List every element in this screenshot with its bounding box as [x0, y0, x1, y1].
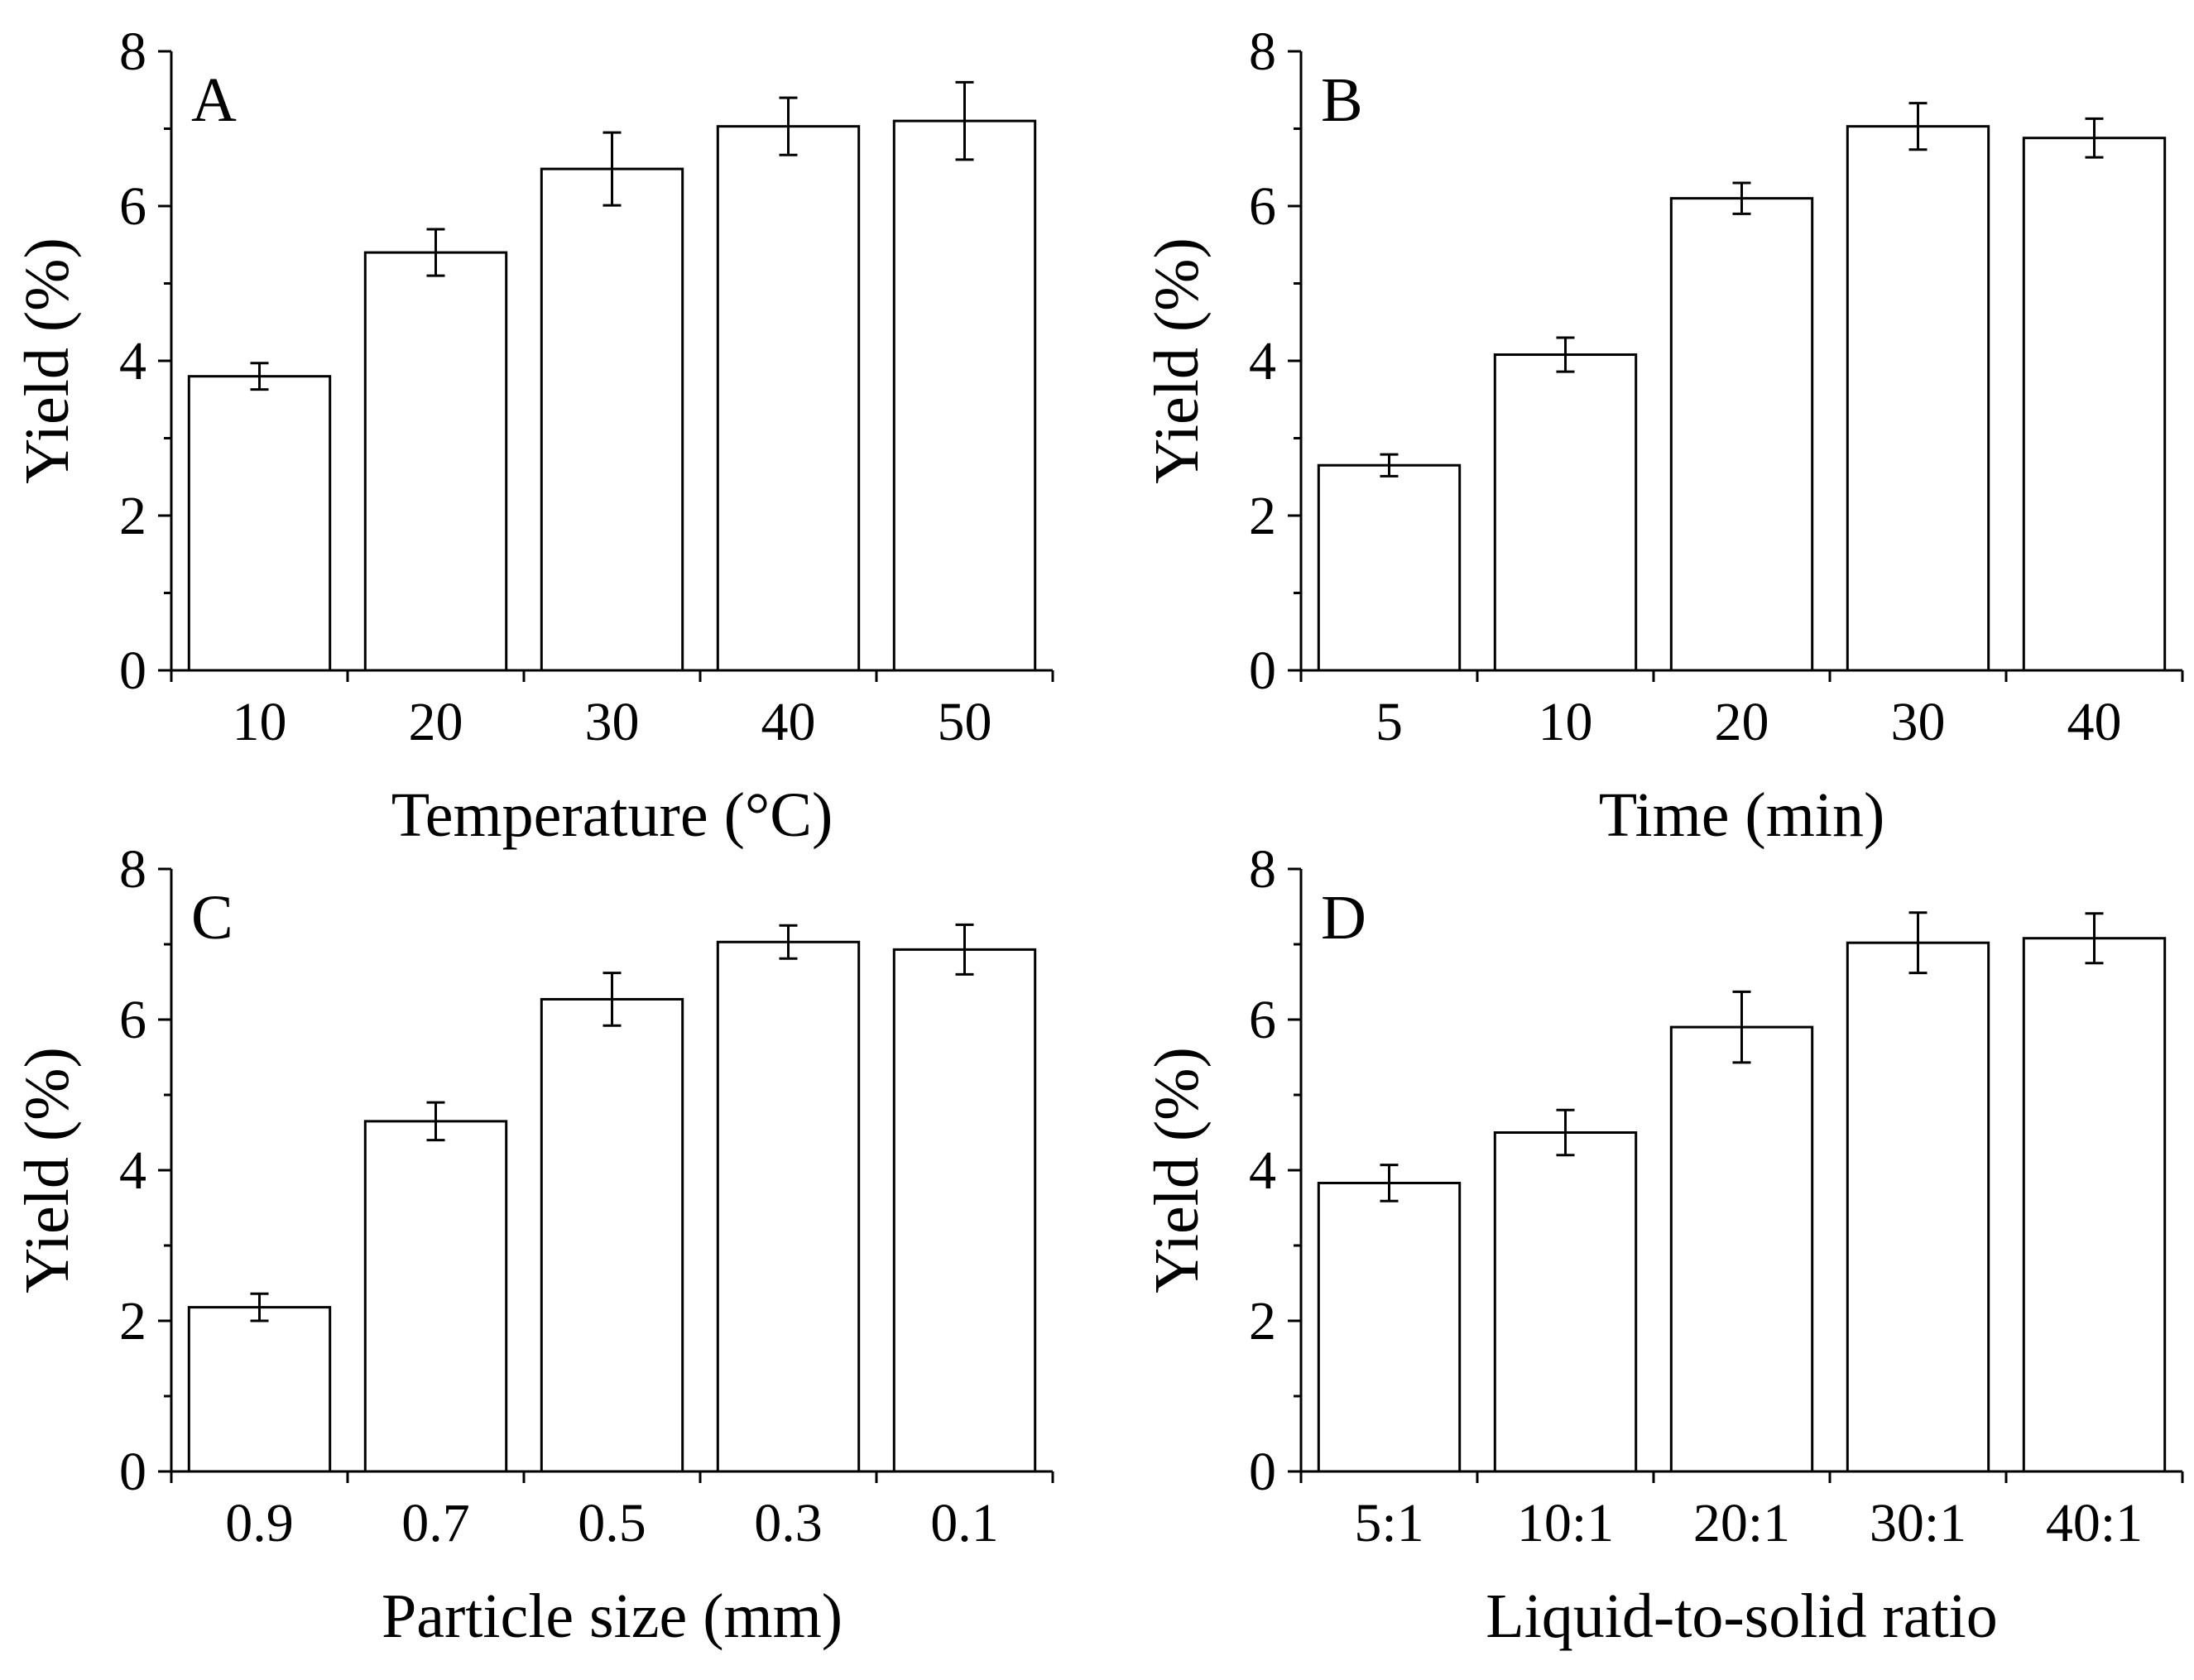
x-tick-label: 10:1	[1517, 1493, 1614, 1553]
x-tick-label: 5:1	[1354, 1493, 1423, 1553]
bar	[1846, 941, 1990, 1473]
y-tick-label: 2	[1249, 1291, 1276, 1351]
bar	[187, 375, 332, 672]
bar	[540, 167, 684, 672]
bar	[2022, 137, 2167, 672]
y-tick-label: 2	[119, 1291, 146, 1351]
panel-letter: B	[1321, 65, 1363, 135]
bar	[1846, 125, 1990, 672]
y-axis-title: Yield (%)	[1142, 1047, 1212, 1294]
bar	[1669, 197, 1814, 672]
bar	[363, 251, 508, 672]
x-tick-label: 0.1	[930, 1493, 999, 1553]
x-tick-label: 50	[938, 692, 992, 752]
y-tick-label: 6	[1249, 990, 1276, 1050]
x-tick-label: 10	[233, 692, 287, 752]
x-axis-title: Particle size (mm)	[382, 1582, 843, 1651]
bar	[187, 1306, 332, 1473]
x-axis-title: Time (min)	[1599, 780, 1885, 850]
bar	[892, 119, 1037, 672]
bar	[363, 1120, 508, 1473]
bar	[1317, 463, 1462, 672]
x-tick-label: 0.7	[401, 1493, 470, 1553]
x-tick-label: 30	[1891, 692, 1946, 752]
y-tick-label: 0	[1249, 1442, 1276, 1502]
x-tick-label: 20	[1715, 692, 1769, 752]
panel-b: 0 2 4 6 8 5 10 20 30 40 B Time (min) Yield (%)	[1142, 22, 2184, 850]
y-tick-label: 2	[1249, 486, 1276, 546]
y-tick-label: 0	[119, 641, 146, 701]
x-axis-title: Liquid-to-solid ratio	[1486, 1582, 1997, 1651]
panel-letter: A	[191, 65, 237, 135]
y-tick-label: 8	[119, 22, 146, 82]
y-tick-label: 4	[119, 1140, 146, 1201]
y-tick-label: 4	[1249, 1140, 1276, 1201]
x-tick-label: 5	[1375, 692, 1403, 752]
panel-letter: D	[1321, 883, 1366, 953]
x-tick-label: 0.5	[578, 1493, 646, 1553]
y-tick-label: 6	[1249, 176, 1276, 237]
panel-a: 0 2 4 6 8 10 20 30 40 50 A Temperature (°C) Yield (%…	[12, 22, 1054, 850]
y-tick-label: 0	[119, 1442, 146, 1502]
y-axis-title: Yield (%)	[1142, 238, 1212, 484]
y-axis-title: Yield (%)	[12, 1047, 82, 1294]
x-tick-label: 30	[585, 692, 640, 752]
bar	[716, 940, 861, 1473]
x-tick-label: 40	[761, 692, 816, 752]
x-tick-label: 20:1	[1693, 1493, 1790, 1553]
bar	[1317, 1181, 1462, 1473]
bar	[1493, 353, 1638, 672]
bar	[1669, 1025, 1814, 1473]
x-tick-label: 0.9	[225, 1493, 294, 1553]
x-axis-title: Temperature (°C)	[391, 780, 833, 850]
x-tick-label: 20	[409, 692, 463, 752]
x-tick-label: 0.3	[754, 1493, 823, 1553]
y-tick-label: 8	[1249, 839, 1276, 900]
bar	[540, 997, 684, 1473]
bar	[716, 125, 861, 672]
y-tick-label: 4	[1249, 331, 1276, 391]
bar	[2022, 937, 2167, 1473]
x-tick-label: 40	[2067, 692, 2122, 752]
panel-d: 0 2 4 6 8 5:1 10:1 20:1 30:1 40:1 D Liquid-to-solid…	[1142, 839, 2184, 1651]
bar	[892, 948, 1037, 1473]
y-tick-label: 8	[1249, 22, 1276, 82]
x-tick-label: 40:1	[2046, 1493, 2143, 1553]
y-tick-label: 6	[119, 176, 146, 237]
x-tick-label: 10	[1539, 692, 1593, 752]
y-tick-label: 0	[1249, 641, 1276, 701]
panel-c: 0 2 4 6 8 0.9 0.7 0.5 0.3 0.1 C Particle size (mm) Y…	[12, 839, 1054, 1651]
y-tick-label: 6	[119, 990, 146, 1050]
y-tick-label: 4	[119, 331, 146, 391]
x-tick-label: 30:1	[1870, 1493, 1966, 1553]
y-tick-label: 8	[119, 839, 146, 900]
bar	[1493, 1131, 1638, 1473]
panel-letter: C	[191, 883, 233, 953]
y-axis-title: Yield (%)	[12, 238, 82, 484]
y-tick-label: 2	[119, 486, 146, 546]
